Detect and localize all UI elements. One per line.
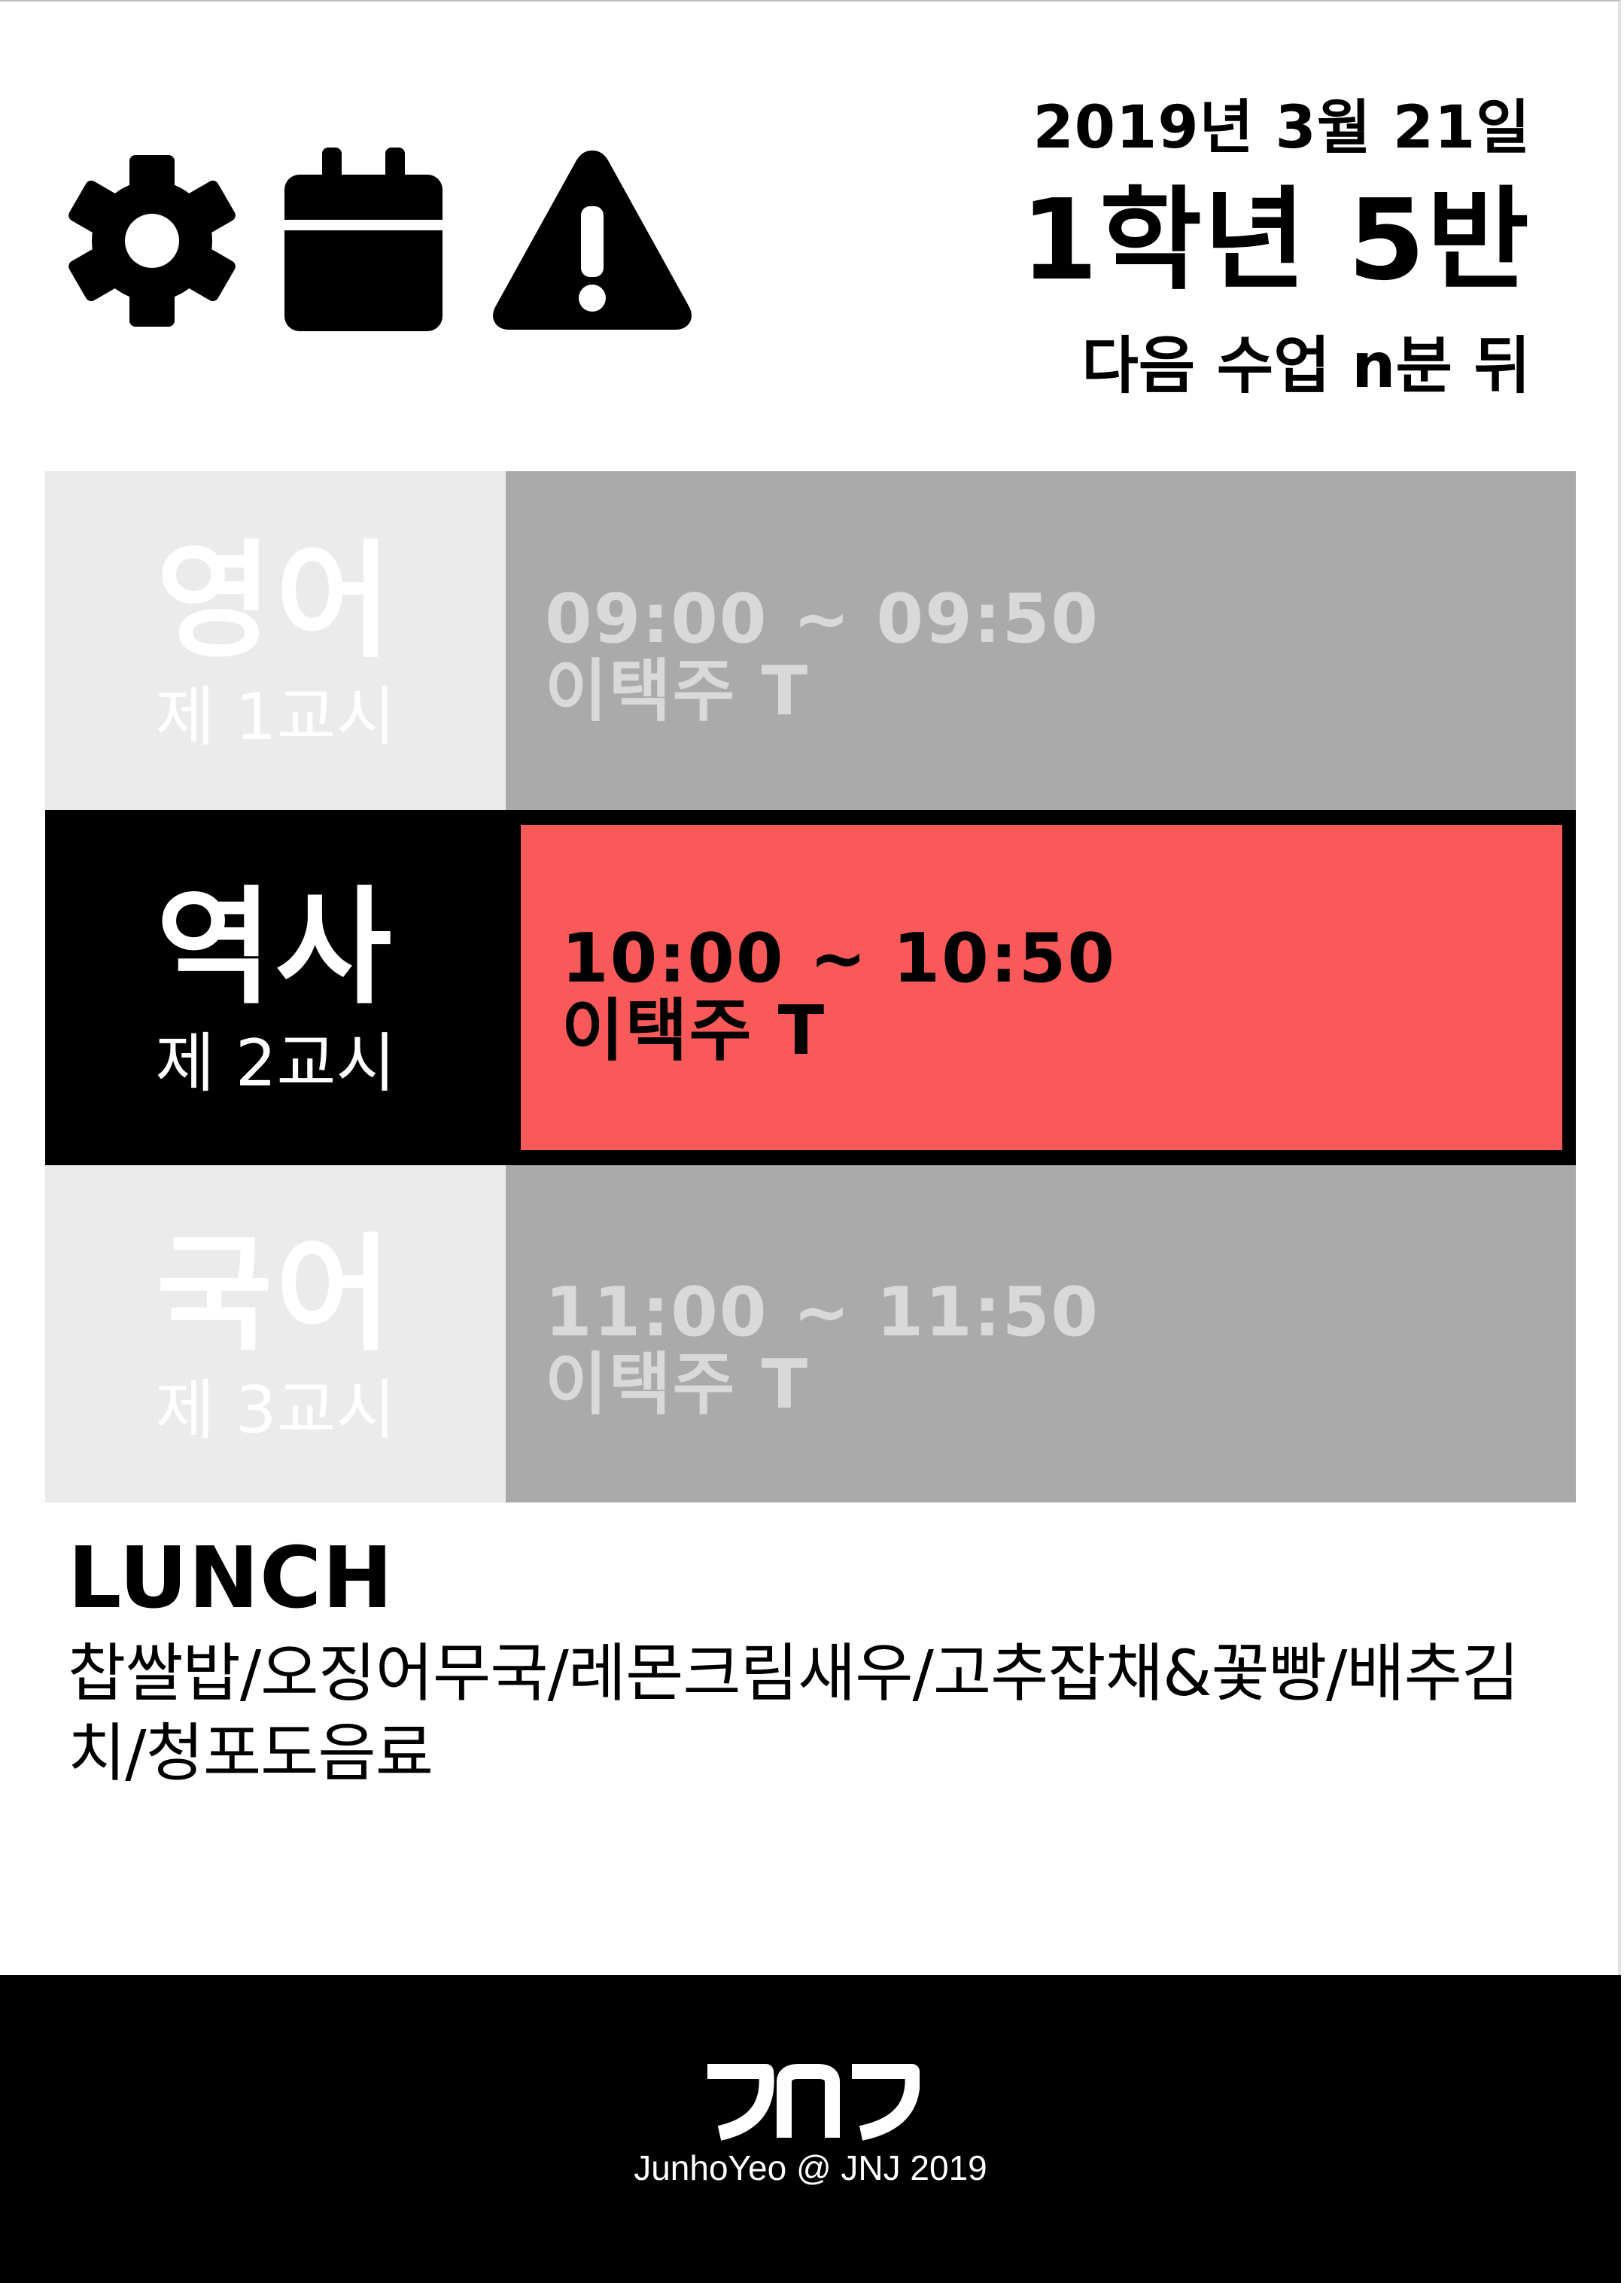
warning-icon[interactable]	[491, 148, 694, 331]
schedule-list: 영어 제 1교시 09:00 ~ 09:50 이택주 T 역사 제 2교시 10…	[45, 471, 1576, 1502]
gear-icon[interactable]	[66, 155, 238, 327]
period-time: 09:00 ~ 09:50	[545, 580, 1100, 659]
footer: JunhoYeo @ JNJ 2019	[0, 1975, 1621, 2283]
jnj-logo	[704, 2062, 920, 2141]
teacher-name: 이택주 T	[561, 991, 826, 1070]
header-info: 2019년 3월 21일 1학년 5반 다음 수업 n분 뒤	[1020, 90, 1531, 408]
footer-credit: JunhoYeo @ JNJ 2019	[634, 2148, 987, 2187]
period-detail-panel: 09:00 ~ 09:50 이택주 T	[506, 471, 1576, 810]
teacher-name: 이택주 T	[545, 652, 810, 731]
period-subject-panel: 영어 제 1교시	[45, 471, 506, 810]
period-detail-panel: 11:00 ~ 11:50 이택주 T	[506, 1165, 1576, 1502]
lunch-heading: LUNCH	[68, 1530, 394, 1627]
period-time: 11:00 ~ 11:50	[545, 1273, 1100, 1352]
subject-name: 역사	[156, 874, 395, 1021]
next-class-countdown: 다음 수업 n분 뒤	[1081, 330, 1531, 402]
lunch-menu: 찹쌀밥/오징어무국/레몬크림새우/고추잡채&꽃빵/배추김치/청포도음료	[68, 1636, 1519, 1790]
period-time: 10:00 ~ 10:50	[561, 919, 1117, 998]
period-row-current[interactable]: 역사 제 2교시 10:00 ~ 10:50 이택주 T	[45, 810, 1576, 1165]
period-subject-panel: 국어 제 3교시	[45, 1165, 506, 1502]
teacher-name: 이택주 T	[545, 1345, 810, 1424]
period-number: 제 1교시	[155, 680, 396, 755]
subject-name: 국어	[156, 1221, 395, 1368]
date-label: 2019년 3월 21일	[1032, 94, 1531, 162]
period-number: 제 3교시	[155, 1373, 396, 1448]
period-subject-panel: 역사 제 2교시	[45, 810, 506, 1165]
period-row[interactable]: 영어 제 1교시 09:00 ~ 09:50 이택주 T	[45, 471, 1576, 810]
class-name: 1학년 5반	[1020, 175, 1531, 305]
period-detail-panel: 10:00 ~ 10:50 이택주 T	[521, 825, 1562, 1150]
calendar-icon[interactable]	[284, 148, 442, 331]
period-row[interactable]: 국어 제 3교시 11:00 ~ 11:50 이택주 T	[45, 1165, 1576, 1502]
subject-name: 영어	[156, 528, 395, 675]
period-number: 제 2교시	[155, 1026, 396, 1101]
